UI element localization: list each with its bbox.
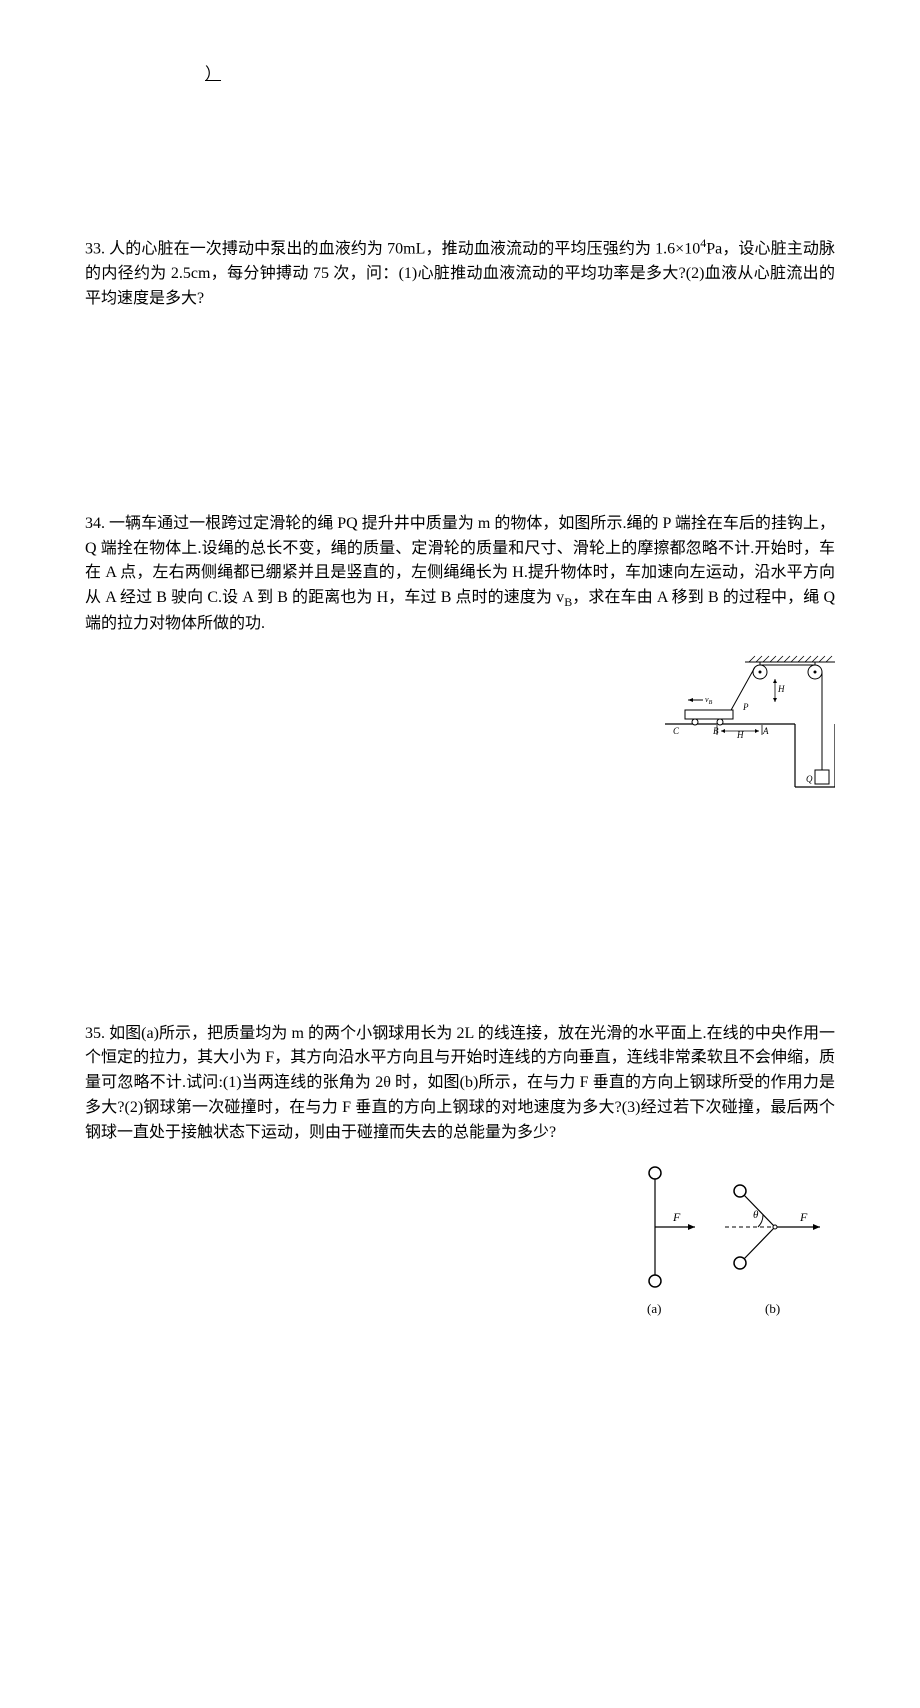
q34-number: 34. — [85, 515, 105, 532]
fig35b-theta-label: θ — [753, 1209, 759, 1221]
question-35: 35. 如图(a)所示，把质量均为 m 的两个小钢球用长为 2L 的线连接，放在… — [85, 1022, 835, 1146]
gap-after-35 — [85, 1328, 835, 1608]
question-33: 33. 人的心脏在一次搏动中泵出的血液约为 70mL，推动血液流动的平均压强约为… — [85, 234, 835, 312]
q33-text-1: 人的心脏在一次搏动中泵出的血液约为 70mL，推动血液流动的平均压强约为 1.6… — [109, 240, 700, 257]
q35-text: 如图(a)所示，把质量均为 m 的两个小钢球用长为 2L 的线连接，放在光滑的水… — [85, 1025, 835, 1141]
figure-35-wrap: F (a) θ F (b) — [85, 1158, 835, 1328]
figure-34-wrap: vB H P C B A H Q — [85, 652, 835, 792]
fig34-vB-label: vB — [705, 695, 713, 706]
fig34-P-label: P — [742, 702, 749, 712]
fig35a-F-label: F — [672, 1210, 681, 1224]
figure-34: vB H P C B A H Q — [665, 652, 835, 792]
fig34-A-label: A — [762, 726, 769, 736]
fig35b-F-label: F — [799, 1210, 808, 1224]
fig34-C-label: C — [673, 726, 680, 736]
fig34-B-label: B — [713, 726, 719, 736]
question-34: 34. 一辆车通过一根跨过定滑轮的绳 PQ 提升井中质量为 m 的物体，如图所示… — [85, 512, 835, 637]
gap-after-34 — [85, 792, 835, 1022]
fig34-H-vert: H — [777, 684, 785, 694]
fig34-Q-label: Q — [806, 774, 813, 784]
q35-number: 35. — [85, 1025, 105, 1042]
page-content: ） 33. 人的心脏在一次搏动中泵出的血液约为 70mL，推动血液流动的平均压强… — [0, 0, 920, 1708]
hanging-paren: ） — [205, 60, 835, 84]
gap-after-33 — [85, 322, 835, 512]
figure-35: F (a) θ F (b) — [625, 1158, 835, 1328]
q34-sub: B — [564, 595, 572, 609]
fig34-H-horiz: H — [736, 730, 744, 740]
fig35-a-label: (a) — [647, 1301, 661, 1316]
fig35-b-label: (b) — [765, 1301, 780, 1316]
q33-number: 33. — [85, 240, 105, 257]
